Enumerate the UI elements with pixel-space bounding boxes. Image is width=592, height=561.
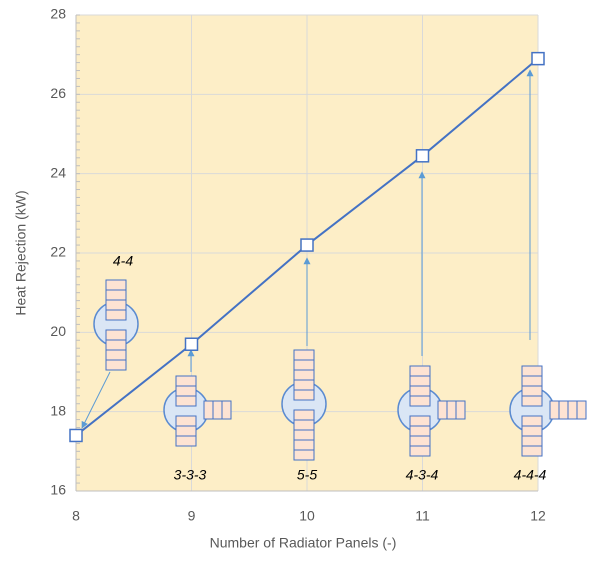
x-tick-label: 9 (188, 508, 196, 524)
annotation: 3-3-3 (174, 467, 207, 483)
y-tick-label: 26 (50, 85, 66, 101)
radiator-panel (410, 386, 430, 396)
radiator-panel (410, 446, 430, 456)
data-marker (417, 150, 429, 162)
x-tick-label: 12 (530, 508, 546, 524)
y-tick-label: 16 (50, 482, 66, 498)
radiator-panel (106, 340, 126, 350)
radiator-panel (294, 390, 314, 400)
annotation: 4-4-4 (514, 467, 547, 483)
radiator-panel (410, 436, 430, 446)
radiator-panel (522, 366, 542, 376)
radiator-panel (522, 426, 542, 436)
y-tick-label: 28 (50, 6, 66, 22)
radiator-panel (294, 420, 314, 430)
radiator-panel (106, 360, 126, 370)
radiator-panel (294, 360, 314, 370)
radiator-panel (522, 446, 542, 456)
radiator-panel (522, 396, 542, 406)
radiator-panel (410, 366, 430, 376)
radiator-panel (438, 401, 447, 419)
radiator-panel (294, 350, 314, 360)
radiator-panel (447, 401, 456, 419)
radiator-panel (410, 426, 430, 436)
y-tick-label: 20 (50, 323, 66, 339)
data-marker (186, 338, 198, 350)
radiator-panel (410, 396, 430, 406)
radiator-panel (294, 410, 314, 420)
radiator-panel (294, 430, 314, 440)
radiator-panel (222, 401, 231, 419)
radiator-panel (294, 440, 314, 450)
data-marker (301, 239, 313, 251)
radiator-panel (294, 450, 314, 460)
radiator-panel (176, 416, 196, 426)
radiator-panel (176, 376, 196, 386)
radiator-panel (106, 280, 126, 290)
radiator-panel (550, 401, 559, 419)
annotation: 4-3-4 (406, 467, 439, 483)
radiator-panel (568, 401, 577, 419)
x-tick-label: 11 (415, 508, 430, 524)
radiator-panel (204, 401, 213, 419)
radiator-panel (522, 436, 542, 446)
radiator-panel (410, 416, 430, 426)
radiator-panel (176, 386, 196, 396)
radiator-panel (213, 401, 222, 419)
radiator-panel (294, 380, 314, 390)
radiator-panel (522, 386, 542, 396)
y-tick-label: 24 (50, 164, 66, 180)
radiator-panel (410, 376, 430, 386)
data-marker (532, 53, 544, 65)
radiator-panel (106, 350, 126, 360)
y-tick-label: 22 (50, 244, 66, 260)
radiator-panel (176, 396, 196, 406)
radiator-panel (294, 370, 314, 380)
radiator-panel (106, 290, 126, 300)
y-axis-label: Heat Rejection (kW) (13, 190, 29, 315)
annotation: 4-4 (113, 253, 133, 269)
data-marker (70, 429, 82, 441)
radiator-panel (106, 330, 126, 340)
radiator-panel (176, 436, 196, 446)
chart: Number of Radiator Panels (-) Heat Rejec… (0, 0, 592, 556)
x-tick-label: 10 (299, 508, 315, 524)
radiator-panel (559, 401, 568, 419)
x-tick-label: 8 (72, 508, 80, 524)
radiator-panel (577, 401, 586, 419)
x-axis-label: Number of Radiator Panels (-) (210, 535, 397, 551)
radiator-panel (106, 300, 126, 310)
radiator-panel (456, 401, 465, 419)
radiator-panel (522, 416, 542, 426)
radiator-panel (106, 310, 126, 320)
annotation: 5-5 (297, 467, 317, 483)
radiator-panel (176, 426, 196, 436)
y-tick-label: 18 (50, 402, 66, 418)
radiator-panel (522, 376, 542, 386)
